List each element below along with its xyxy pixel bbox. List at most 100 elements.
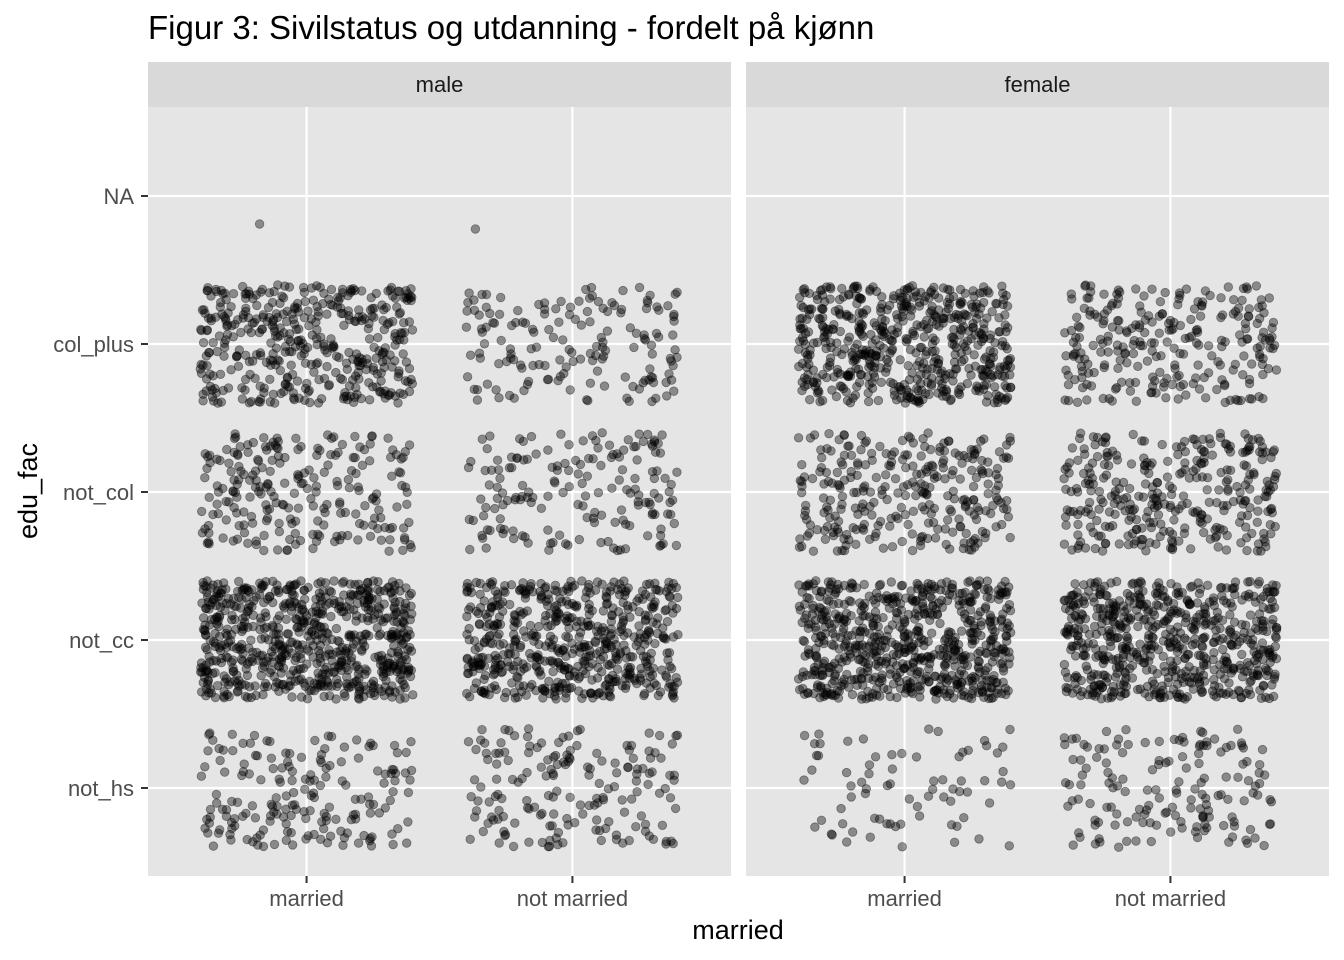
data-point: [973, 340, 983, 350]
data-point: [353, 838, 364, 848]
data-point: [372, 623, 382, 633]
data-point: [1110, 820, 1120, 830]
data-point: [278, 641, 288, 651]
data-point: [494, 393, 504, 403]
data-point: [867, 510, 877, 520]
data-point: [519, 626, 529, 636]
data-point: [225, 829, 235, 840]
data-point: [218, 745, 229, 755]
data-point: [1089, 597, 1099, 607]
data-point: [631, 822, 641, 832]
data-point: [801, 514, 812, 525]
data-point: [307, 627, 317, 637]
data-point: [232, 678, 243, 688]
data-point: [943, 629, 954, 639]
data-point: [352, 590, 363, 600]
data-point: [478, 511, 489, 521]
data-point: [257, 663, 268, 673]
data-point: [351, 468, 361, 479]
data-point: [393, 651, 403, 661]
data-point: [566, 576, 576, 587]
data-point: [870, 335, 881, 345]
data-point: [1254, 760, 1265, 770]
data-point: [653, 690, 664, 701]
data-point: [909, 645, 919, 656]
data-point: [957, 325, 967, 335]
data-point: [395, 468, 406, 478]
data-point: [918, 363, 928, 373]
data-point: [307, 607, 318, 617]
data-point: [338, 840, 348, 851]
data-point: [480, 738, 490, 748]
data-point: [1002, 301, 1013, 311]
data-point: [332, 647, 342, 657]
data-point: [1005, 532, 1015, 543]
data-point: [204, 651, 214, 662]
data-point: [513, 692, 523, 703]
data-point: [490, 503, 500, 514]
data-point: [356, 393, 367, 404]
data-point: [363, 605, 374, 615]
data-point: [337, 439, 348, 450]
data-point: [401, 654, 412, 665]
data-point: [314, 646, 324, 656]
data-point: [277, 646, 287, 656]
data-point: [1000, 310, 1010, 320]
data-point: [241, 808, 251, 819]
data-point: [1151, 600, 1162, 610]
data-point: [668, 632, 679, 642]
data-point: [321, 815, 332, 826]
data-point: [208, 655, 218, 666]
data-point: [564, 482, 574, 492]
data-point: [814, 729, 824, 739]
data-point: [1194, 588, 1205, 599]
data-point: [607, 483, 617, 493]
data-point: [946, 796, 956, 806]
data-point: [847, 689, 858, 700]
data-point: [357, 584, 368, 594]
data-point: [203, 667, 213, 678]
data-point: [232, 670, 242, 680]
data-point: [618, 285, 628, 296]
data-point: [1197, 789, 1207, 800]
data-point: [227, 796, 237, 807]
data-point: [669, 775, 679, 785]
data-point: [1168, 599, 1179, 609]
data-point: [369, 513, 380, 523]
data-point: [208, 735, 218, 745]
data-point: [996, 498, 1006, 508]
data-point: [913, 653, 923, 663]
data-point: [279, 643, 290, 653]
data-point: [1154, 793, 1165, 803]
data-point: [1192, 822, 1202, 832]
data-point: [228, 536, 239, 546]
data-point: [560, 458, 570, 469]
data-point: [830, 632, 841, 642]
data-point: [309, 829, 319, 840]
data-point: [246, 635, 256, 645]
data-point: [210, 668, 220, 678]
data-point: [271, 793, 281, 803]
data-point: [310, 735, 320, 746]
data-point: [278, 679, 289, 690]
data-point: [263, 479, 273, 490]
data-point: [510, 617, 521, 627]
data-point: [923, 428, 933, 438]
data-point: [321, 763, 331, 774]
data-point: [558, 586, 568, 596]
data-point: [406, 284, 416, 294]
data-point: [971, 472, 982, 483]
data-point: [463, 297, 473, 308]
data-point: [877, 485, 887, 495]
data-point: [221, 628, 231, 639]
data-point: [325, 831, 336, 841]
data-point: [200, 823, 210, 833]
data-point: [960, 288, 970, 299]
data-point: [357, 286, 367, 296]
data-point: [960, 494, 970, 505]
data-point: [294, 675, 304, 685]
data-point: [201, 665, 212, 676]
data-point: [897, 748, 907, 759]
data-point: [865, 534, 875, 545]
data-point: [273, 661, 284, 671]
